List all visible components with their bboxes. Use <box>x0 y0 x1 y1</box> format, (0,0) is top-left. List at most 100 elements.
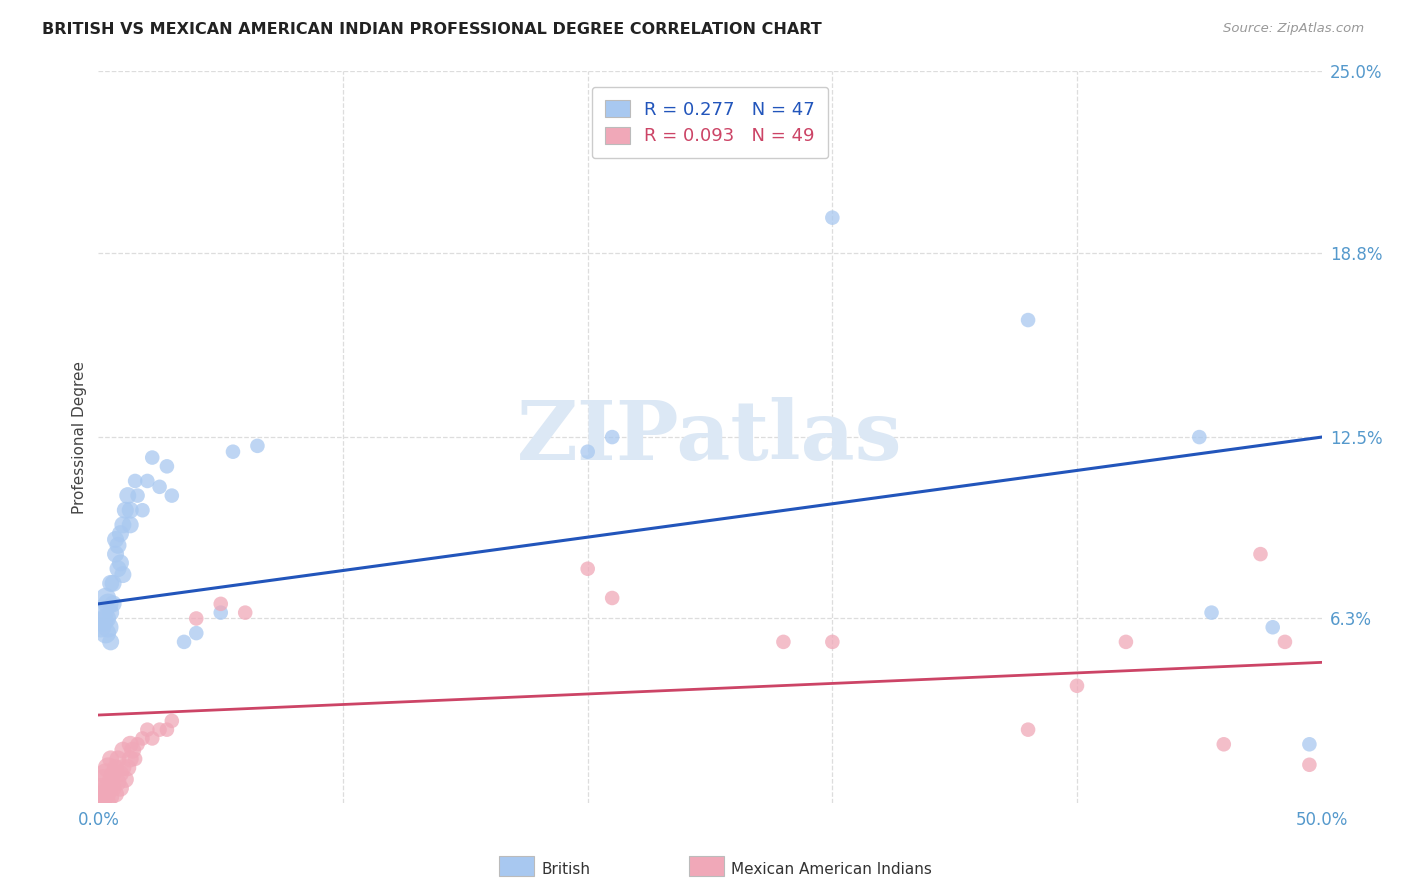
Point <box>149 480 172 494</box>
Point <box>186 626 208 640</box>
Point <box>110 556 132 570</box>
Point <box>101 597 124 611</box>
Y-axis label: Professional Degree: Professional Degree <box>72 360 87 514</box>
Point <box>117 489 139 503</box>
Point <box>1274 635 1296 649</box>
Point <box>131 731 153 746</box>
Point <box>104 547 127 561</box>
Point <box>97 620 120 634</box>
Text: ZIPatlas: ZIPatlas <box>517 397 903 477</box>
Point <box>233 606 256 620</box>
Point <box>1115 635 1137 649</box>
Point <box>209 606 232 620</box>
Point <box>101 766 124 780</box>
Point <box>1066 679 1088 693</box>
Point <box>107 775 129 789</box>
Point <box>107 538 129 552</box>
Point <box>156 723 179 737</box>
Point <box>117 761 139 775</box>
Point <box>94 796 117 810</box>
Point <box>100 752 122 766</box>
Point <box>110 526 132 541</box>
Point <box>91 606 114 620</box>
Point <box>1017 723 1039 737</box>
Point <box>91 789 114 804</box>
Point <box>101 576 124 591</box>
Point <box>110 781 132 796</box>
Point <box>136 474 159 488</box>
Point <box>127 737 149 751</box>
Point <box>94 626 117 640</box>
Point <box>124 752 146 766</box>
Point <box>100 635 122 649</box>
Point <box>246 439 269 453</box>
Point <box>104 787 127 801</box>
Point <box>94 591 117 605</box>
Point <box>104 533 127 547</box>
Point <box>1298 757 1320 772</box>
Point <box>110 766 132 780</box>
Point <box>120 737 142 751</box>
Point <box>136 723 159 737</box>
Point <box>124 474 146 488</box>
Point <box>97 781 120 796</box>
Point <box>1298 737 1320 751</box>
Point <box>101 781 124 796</box>
Text: Source: ZipAtlas.com: Source: ZipAtlas.com <box>1223 22 1364 36</box>
Point <box>94 787 117 801</box>
Point <box>104 761 127 775</box>
Point <box>100 772 122 787</box>
Point <box>1212 737 1234 751</box>
Point <box>120 752 142 766</box>
Point <box>121 743 143 757</box>
Point <box>149 723 172 737</box>
Point <box>120 503 142 517</box>
Point <box>1017 313 1039 327</box>
Point <box>100 576 122 591</box>
Point <box>173 635 195 649</box>
Point <box>114 772 136 787</box>
Point <box>90 620 112 634</box>
Point <box>156 459 179 474</box>
Point <box>111 743 134 757</box>
Point <box>821 635 844 649</box>
Point <box>100 789 122 804</box>
Point <box>120 517 142 532</box>
Legend: R = 0.277   N = 47, R = 0.093   N = 49: R = 0.277 N = 47, R = 0.093 N = 49 <box>592 87 828 159</box>
Point <box>90 796 112 810</box>
Point <box>160 714 183 728</box>
Point <box>576 562 599 576</box>
Point <box>97 597 120 611</box>
Point <box>600 591 623 605</box>
Point <box>576 444 599 458</box>
Point <box>111 761 134 775</box>
Text: BRITISH VS MEXICAN AMERICAN INDIAN PROFESSIONAL DEGREE CORRELATION CHART: BRITISH VS MEXICAN AMERICAN INDIAN PROFE… <box>42 22 823 37</box>
Point <box>222 444 245 458</box>
Point <box>821 211 844 225</box>
Point <box>91 615 114 629</box>
Point <box>97 761 120 775</box>
Point <box>160 489 183 503</box>
Point <box>209 597 232 611</box>
Point <box>111 517 134 532</box>
Point <box>600 430 623 444</box>
Point <box>1188 430 1211 444</box>
Point <box>797 94 820 108</box>
Point <box>141 731 163 746</box>
Text: British: British <box>541 863 591 877</box>
Text: Mexican American Indians: Mexican American Indians <box>731 863 932 877</box>
Point <box>1201 606 1223 620</box>
Point <box>111 567 134 582</box>
Point <box>127 489 149 503</box>
Point <box>94 611 117 625</box>
Point <box>91 772 114 787</box>
Point <box>107 752 129 766</box>
Point <box>772 635 794 649</box>
Point <box>131 503 153 517</box>
Point <box>114 503 136 517</box>
Point <box>1261 620 1284 634</box>
Point <box>141 450 163 465</box>
Point <box>90 781 112 796</box>
Point <box>94 766 117 780</box>
Point <box>186 611 208 625</box>
